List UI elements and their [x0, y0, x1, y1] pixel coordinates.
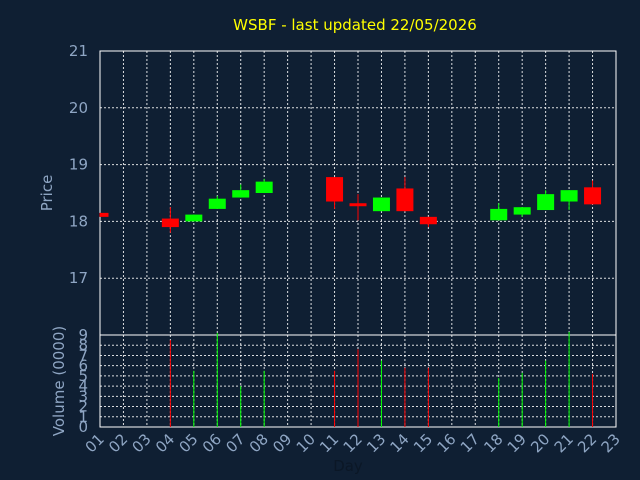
day-tick-label: 18 [480, 430, 506, 456]
day-tick-label: 11 [316, 430, 342, 456]
day-tick-label: 21 [551, 430, 577, 456]
day-tick-label: 17 [457, 430, 483, 456]
candle-body [372, 197, 390, 212]
day-tick-label: 12 [340, 430, 366, 456]
candle-body [185, 214, 203, 222]
price-grid [100, 51, 616, 335]
day-tick-label: 07 [222, 430, 248, 456]
candle-body [208, 198, 226, 209]
day-tick-label: 06 [199, 430, 225, 456]
price-tick-label: 21 [69, 42, 88, 60]
candle-body [232, 190, 250, 198]
day-tick-label: 22 [574, 430, 600, 456]
day-tick-label: 13 [363, 430, 389, 456]
volume-tick-label: 8 [78, 336, 88, 354]
day-tick-label: 19 [504, 430, 530, 456]
candle-body [560, 190, 578, 202]
candle-body [349, 203, 367, 207]
price-tick-label: 20 [69, 99, 88, 117]
price-axis-label: Price [38, 175, 56, 212]
day-tick-label: 08 [246, 430, 272, 456]
volume-tick-label: 4 [78, 377, 88, 395]
volume-bars [169, 331, 594, 427]
day-tick-label: 16 [433, 430, 459, 456]
candle-body [490, 208, 508, 221]
candle-body [161, 218, 179, 228]
day-tick-labels: 0102030405060708091011121314151617181920… [82, 430, 624, 456]
candle-body [100, 212, 109, 217]
volume-tick-label: 9 [78, 326, 88, 344]
chart-title: WSBF - last updated 22/05/2026 [233, 16, 477, 34]
volume-tick-label: 7 [78, 346, 88, 364]
candle-body [255, 181, 273, 193]
candle-body [584, 187, 602, 205]
volume-tick-label: 0 [78, 418, 88, 436]
day-tick-label: 15 [410, 430, 436, 456]
day-tick-label: 09 [269, 430, 295, 456]
candle-body [513, 207, 531, 215]
day-tick-label: 14 [387, 430, 413, 456]
day-tick-label: 03 [129, 430, 155, 456]
price-tick-labels: 17 18 19 20 21 [69, 42, 88, 287]
volume-tick-label: 6 [78, 357, 88, 375]
volume-tick-label: 3 [78, 387, 88, 405]
day-tick-label: 10 [293, 430, 319, 456]
day-tick-label: 20 [527, 430, 553, 456]
volume-axis-label: Volume (0000) [50, 326, 68, 436]
volume-tick-label: 2 [78, 398, 88, 416]
candle-body [419, 216, 437, 225]
day-tick-label: 02 [105, 430, 131, 456]
price-tick-label: 17 [69, 269, 88, 287]
price-tick-label: 18 [69, 212, 88, 230]
day-tick-label: 04 [152, 430, 178, 456]
candle-body [326, 177, 344, 202]
volume-tick-label: 1 [78, 408, 88, 426]
day-tick-label: 23 [598, 430, 624, 456]
x-axis-label: Day [333, 457, 363, 475]
day-tick-label: 05 [175, 430, 201, 456]
candle-body [396, 188, 414, 212]
candles [99, 177, 602, 233]
volume-tick-label: 5 [78, 367, 88, 385]
candle-body [537, 194, 555, 211]
price-tick-label: 19 [69, 156, 88, 174]
